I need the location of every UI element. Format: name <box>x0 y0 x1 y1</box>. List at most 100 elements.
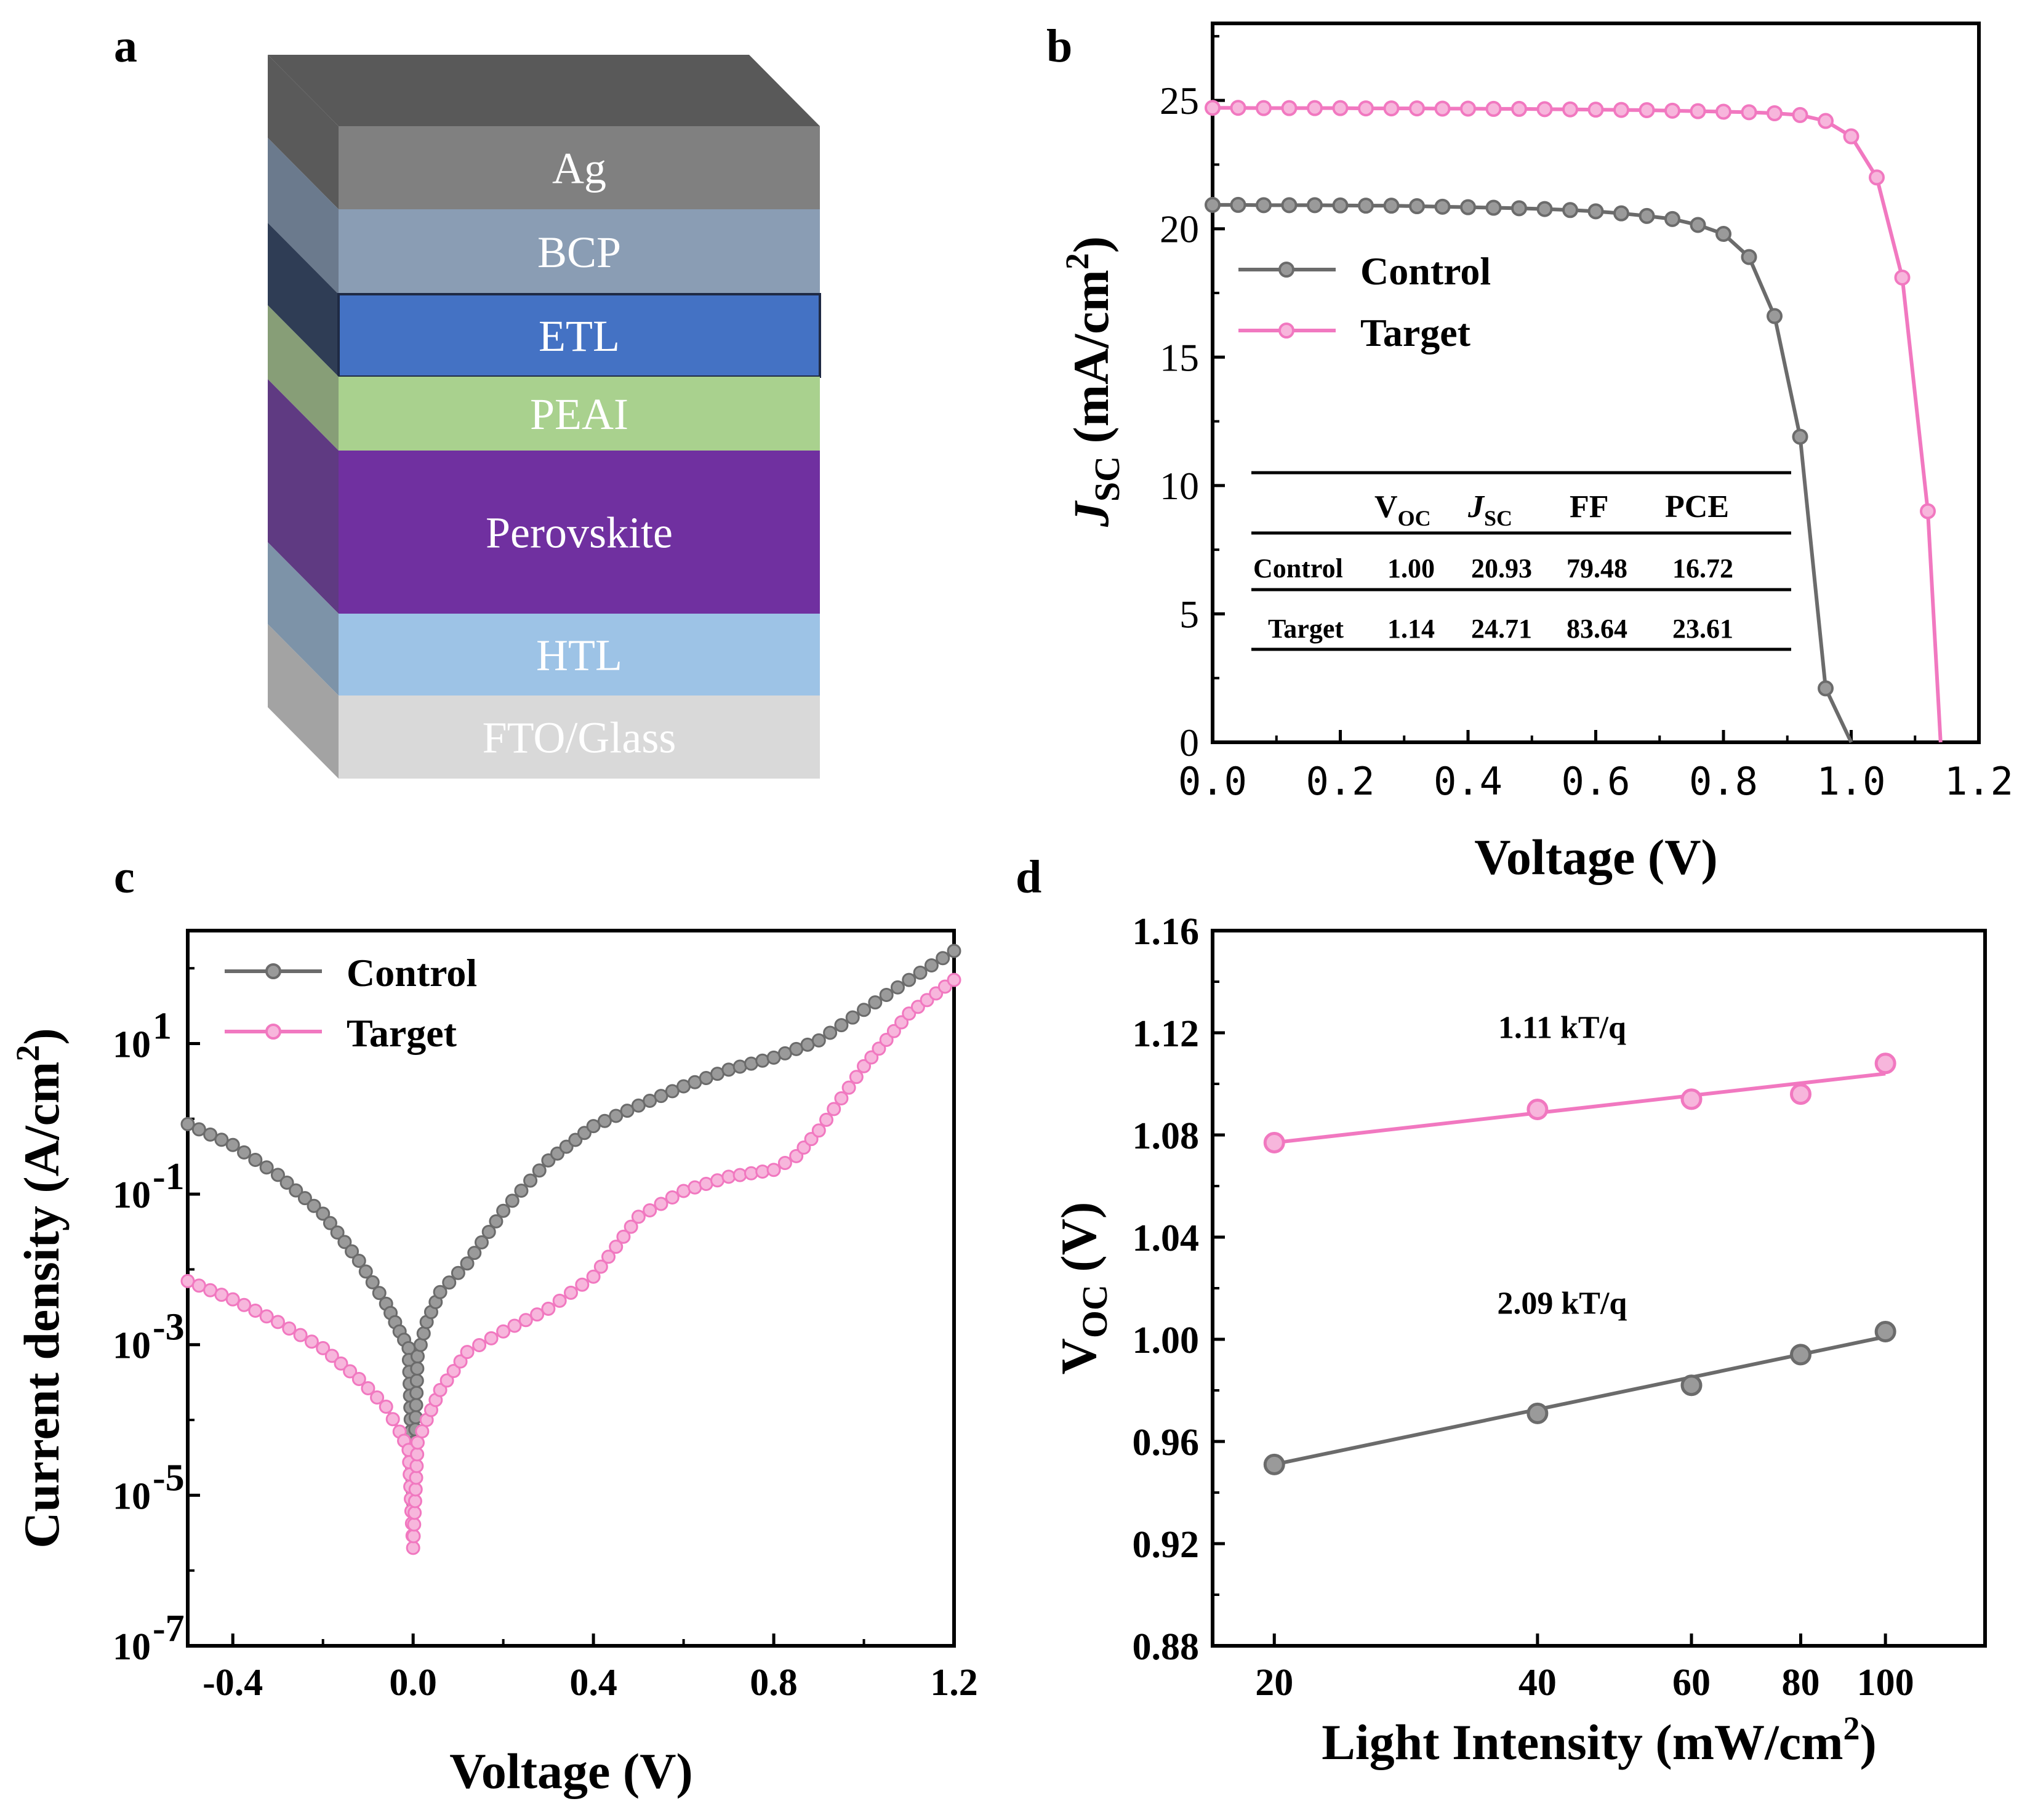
y-tick-exponent-c: -1 <box>153 1156 185 1198</box>
table-cell: 1.14 <box>1387 614 1435 644</box>
data-point-c-target <box>601 1249 616 1264</box>
data-point-c-control <box>721 1062 736 1077</box>
data-point-b-target <box>1613 102 1629 118</box>
y-tick-label-d: 1.00 <box>1133 1320 1200 1361</box>
data-point-d-control <box>1874 1321 1896 1343</box>
data-point-c-target <box>654 1197 668 1211</box>
stack-layer-label: HTL <box>536 631 622 680</box>
data-point-c-control <box>597 1113 612 1128</box>
data-point-c-control <box>505 1193 520 1208</box>
panel-label-c: c <box>114 851 135 903</box>
y-title-b-sub: SC <box>1087 456 1127 502</box>
data-point-c-target <box>721 1169 736 1184</box>
y-title-c-main: Current density (A/cm <box>14 1062 70 1549</box>
x-tick-label-d: 60 <box>1672 1662 1711 1704</box>
stack-layer-front <box>339 209 820 294</box>
x-tick-label-b: 0.0 <box>1178 759 1247 804</box>
data-point-c-control <box>337 1235 352 1249</box>
table-cell: 83.64 <box>1567 614 1627 644</box>
data-point-c-target <box>811 1123 826 1138</box>
x-axis-c: -0.4 0.0 0.4 0.8 1.2 <box>203 1634 978 1704</box>
data-point-c-control <box>410 1361 425 1376</box>
y-tick-label-d: 0.92 <box>1133 1524 1200 1566</box>
data-point-c-target <box>484 1331 499 1345</box>
data-point-c-control <box>225 1137 240 1152</box>
data-point-c-target <box>460 1345 475 1360</box>
data-point-c-control <box>834 1018 849 1033</box>
data-point-c-control <box>620 1104 635 1118</box>
x-axis-d: 20 40 60 80 100 <box>1255 1634 1914 1704</box>
data-point-b-control <box>1409 198 1425 215</box>
data-point-c-target <box>439 1373 454 1388</box>
data-point-c-control <box>868 995 883 1010</box>
panel-label-b: b <box>1046 20 1072 72</box>
data-point-c-control <box>351 1253 366 1268</box>
data-point-c-target <box>755 1164 770 1179</box>
data-point-c-control <box>270 1168 285 1182</box>
data-point-b-target <box>1307 100 1323 116</box>
data-point-b-control <box>1256 197 1272 214</box>
data-point-c-control <box>358 1264 373 1279</box>
legend-b-label-target: Target <box>1360 311 1471 355</box>
stack-layer-side <box>268 305 339 451</box>
y-tick-label-b: 5 <box>1179 592 1199 636</box>
y-tick-label-d: 0.96 <box>1133 1422 1200 1464</box>
legend-c-label-target: Target <box>347 1011 457 1055</box>
table-header-ff: FF <box>1570 489 1609 524</box>
data-point-b-target <box>1332 100 1349 116</box>
y-axis-title-b: JSC (mA/cm2) <box>1059 236 1127 527</box>
data-point-c-control <box>532 1163 547 1178</box>
data-point-c-target <box>237 1297 252 1312</box>
x-tick-label-c: 0.4 <box>569 1662 617 1704</box>
y-tick-label-b: 15 <box>1160 335 1199 379</box>
data-point-b-target <box>1536 101 1553 118</box>
data-point-c-target <box>744 1166 758 1181</box>
y-tick-label-c: 10 <box>113 1024 151 1065</box>
data-point-b-target <box>1205 100 1221 116</box>
data-point-b-control <box>1818 680 1834 697</box>
data-point-d-control <box>1263 1453 1285 1475</box>
x-tick-label-c: -0.4 <box>203 1662 263 1704</box>
data-point-c-target <box>894 1015 909 1030</box>
data-point-b-control <box>1587 203 1604 220</box>
data-point-c-target <box>834 1091 849 1106</box>
data-point-c-control <box>496 1203 511 1218</box>
data-point-b-target <box>1383 100 1400 117</box>
data-point-d-target <box>1874 1052 1896 1075</box>
y-tick-exponent-c: 1 <box>153 1005 172 1047</box>
data-point-c-control <box>307 1198 321 1213</box>
data-point-d-target <box>1789 1083 1811 1105</box>
data-point-c-control <box>732 1059 747 1074</box>
data-point-c-target <box>827 1102 841 1116</box>
y-axis-title-c: Current density (A/cm2) <box>9 1028 70 1548</box>
y-axis-title-d: VOC (V) <box>1051 1202 1115 1375</box>
y-tick-label-b: 0 <box>1179 721 1199 764</box>
stack-layer-side <box>268 542 339 696</box>
data-point-c-control <box>365 1275 380 1289</box>
y-tick-label-d: 1.12 <box>1133 1013 1200 1055</box>
annotation-d-target: 1.11 kT/q <box>1498 1010 1626 1045</box>
data-point-c-target <box>732 1168 747 1182</box>
y-tick-label-c: 10 <box>113 1174 151 1216</box>
stack-layer-side <box>268 138 339 294</box>
data-point-c-target <box>324 1349 339 1363</box>
data-point-c-target <box>270 1315 285 1329</box>
data-point-c-target <box>819 1112 833 1127</box>
data-point-c-control <box>248 1153 263 1168</box>
y-tick-exponent-c: -5 <box>153 1457 185 1499</box>
y-tick-exponent-c: -3 <box>153 1307 185 1349</box>
stack-layer-label: Perovskite <box>486 508 673 558</box>
data-point-c-target <box>406 1529 421 1544</box>
data-point-c-control <box>811 1033 826 1048</box>
y-title-c-close: ) <box>14 1028 70 1044</box>
panel-a: a Ag BCP ETL PEAI Perovskite HTL FTO/Glass <box>114 20 821 779</box>
data-point-c-target <box>631 1209 646 1224</box>
data-point-b-control <box>1690 217 1706 233</box>
stack-layer-label: ETL <box>539 311 620 361</box>
data-point-c-target <box>406 1541 420 1555</box>
data-point-c-target <box>351 1372 366 1387</box>
data-point-c-target <box>530 1307 545 1322</box>
data-point-c-target <box>410 1447 425 1462</box>
data-point-c-control <box>409 1373 424 1388</box>
